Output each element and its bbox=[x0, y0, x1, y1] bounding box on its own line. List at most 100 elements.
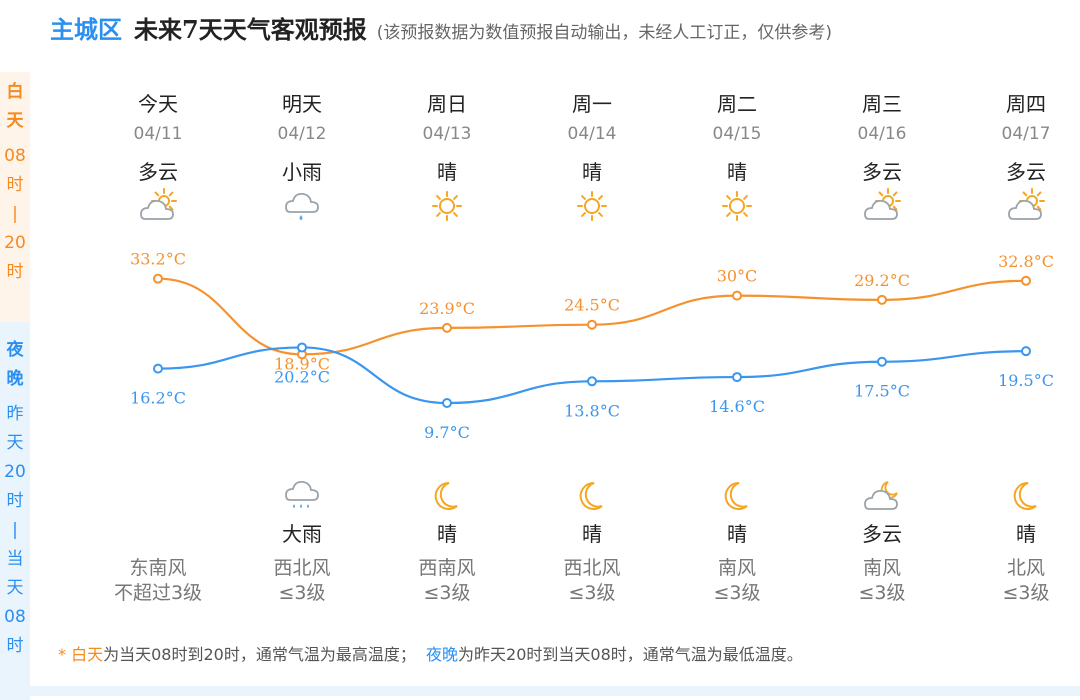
cloudy-night-icon bbox=[812, 478, 952, 514]
day-temperature-label: 18.9°C bbox=[274, 354, 330, 373]
day-name: 周日 bbox=[427, 92, 467, 116]
day-temperature-point[interactable] bbox=[1021, 275, 1031, 286]
partly-cloudy-icon bbox=[956, 188, 1080, 224]
sidebar-range-char: 时 bbox=[6, 491, 24, 511]
wind-level: ≤3级 bbox=[568, 582, 616, 604]
day-weather: 多云 bbox=[1006, 160, 1046, 184]
day-temperature-label: 33.2°C bbox=[130, 250, 186, 269]
sidebar-range-char: 天 bbox=[6, 433, 24, 453]
night-temperature-point[interactable] bbox=[587, 376, 597, 387]
wind-direction: 西北风 bbox=[273, 557, 331, 579]
night-temperature-label: 20.2°C bbox=[274, 367, 330, 386]
footnote-star: * bbox=[58, 645, 72, 664]
day-name: 明天 bbox=[282, 92, 322, 116]
footnote-night-desc: 为昨天20时到当天08时，通常气温为最低温度。 bbox=[458, 645, 803, 664]
day-name: 周一 bbox=[572, 92, 612, 116]
day-weather: 多云 bbox=[138, 160, 178, 184]
forecast-grid: 33.2°C 18.9°C 23.9°C 24.5°C 30°C 29.2°C 32.8°C… bbox=[30, 0, 1080, 696]
night-temperature-label: 14.6°C bbox=[709, 397, 765, 416]
moon-icon bbox=[522, 478, 662, 514]
night-temperature-label: 16.2°C bbox=[130, 389, 186, 408]
sidebar-range-char: 天 bbox=[6, 578, 24, 598]
daytime-sidebar: 白天 08 时 | 20 时 bbox=[0, 72, 30, 326]
sidebar-range-char: 20 bbox=[4, 462, 26, 482]
moon-icon bbox=[377, 478, 517, 514]
day-name: 周三 bbox=[862, 92, 902, 116]
day-temperature-point[interactable] bbox=[442, 322, 452, 333]
night-weather: 晴 bbox=[727, 522, 747, 546]
day-date: 04/15 bbox=[712, 124, 762, 144]
day-temperature-point[interactable] bbox=[153, 273, 163, 284]
day-date: 04/11 bbox=[133, 124, 183, 144]
day-temperature-line bbox=[157, 277, 1027, 356]
heavy-rain-icon bbox=[232, 478, 372, 514]
wind-direction: 东南风 bbox=[129, 557, 187, 579]
day-temperature-label: 30°C bbox=[717, 267, 758, 286]
forecast-disclaimer: (该预报数据为数值预报自动输出，未经人工订正，仅供参考) bbox=[376, 23, 832, 43]
sidebar-range-char: | bbox=[12, 204, 18, 224]
day-name: 周四 bbox=[1006, 92, 1046, 116]
wind-level: ≤3级 bbox=[858, 582, 906, 604]
day-temperature-point[interactable] bbox=[877, 294, 887, 305]
footnote-day-term: 白天 bbox=[71, 645, 104, 664]
night-temperature-point[interactable] bbox=[442, 398, 452, 408]
day-temperature-point[interactable] bbox=[587, 319, 597, 330]
night-temperature-label: 19.5°C bbox=[998, 371, 1054, 390]
temperature-chart: 33.2°C 18.9°C 23.9°C 24.5°C 30°C 29.2°C 32.8°C… bbox=[130, 250, 1054, 442]
footnote-night-term: 夜晚 bbox=[426, 645, 459, 664]
partly-cloudy-icon bbox=[88, 188, 228, 224]
day-temperature-label: 24.5°C bbox=[564, 296, 620, 315]
wind-info: 西北风 ≤3级 bbox=[232, 556, 372, 606]
wind-info: 北风 ≤3级 bbox=[956, 556, 1080, 606]
day-date: 04/13 bbox=[422, 124, 472, 144]
night-weather: 晴 bbox=[1016, 522, 1036, 546]
wind-direction: 西南风 bbox=[418, 557, 476, 579]
day-weather: 晴 bbox=[727, 160, 747, 184]
sidebar-range-char: 当 bbox=[6, 549, 24, 569]
day-temperature-label: 32.8°C bbox=[998, 252, 1054, 271]
day-temperature-label: 23.9°C bbox=[419, 299, 475, 318]
day-temperature-label: 29.2°C bbox=[854, 271, 910, 290]
day-weather: 晴 bbox=[437, 160, 457, 184]
moon-icon bbox=[667, 478, 807, 514]
wind-info: 南风 ≤3级 bbox=[812, 556, 952, 606]
sidebar-range-char: 08 bbox=[4, 146, 26, 166]
wind-direction: 西北风 bbox=[563, 557, 621, 579]
sidebar-label-char: 晚 bbox=[6, 369, 24, 389]
city-name[interactable]: 主城区 bbox=[50, 16, 122, 44]
day-name: 今天 bbox=[138, 92, 178, 116]
night-temperature-point[interactable] bbox=[1021, 346, 1031, 357]
wind-level: ≤3级 bbox=[423, 582, 471, 604]
night-weather: 大雨 bbox=[282, 522, 322, 546]
sidebar-range-char: 时 bbox=[6, 636, 24, 656]
day-date: 04/12 bbox=[277, 124, 327, 144]
moon-icon bbox=[956, 478, 1080, 514]
night-temperature-point[interactable] bbox=[297, 342, 307, 353]
sidebar-range-char: 时 bbox=[6, 175, 24, 195]
sidebar-range-char: 20 bbox=[4, 233, 26, 253]
partly-cloudy-icon bbox=[812, 188, 952, 224]
night-weather: 晴 bbox=[582, 522, 602, 546]
wind-direction: 北风 bbox=[1006, 557, 1045, 579]
night-temperature-point[interactable] bbox=[877, 356, 887, 367]
night-sidebar: 夜晚昨天 20 时 | 当天 08 时 bbox=[0, 322, 30, 700]
wind-info: 西南风 ≤3级 bbox=[377, 556, 517, 606]
night-weather: 晴 bbox=[437, 522, 457, 546]
night-temperature-label: 9.7°C bbox=[424, 423, 470, 442]
sidebar-range-char: 08 bbox=[4, 607, 26, 627]
wind-level: ≤3级 bbox=[278, 582, 326, 604]
footnote-day-desc: 为当天08时到20时，通常气温为最高温度； bbox=[103, 645, 416, 664]
day-date: 04/17 bbox=[1001, 124, 1051, 144]
wind-level: 不超过3级 bbox=[113, 582, 203, 604]
wind-level: ≤3级 bbox=[713, 582, 761, 604]
night-temperature-point[interactable] bbox=[153, 363, 163, 374]
night-temperature-point[interactable] bbox=[732, 372, 742, 383]
night-weather: 多云 bbox=[862, 522, 902, 546]
sun-icon bbox=[377, 188, 517, 224]
sidebar-range-char: | bbox=[12, 520, 18, 540]
sidebar-label-char: 白 bbox=[6, 82, 24, 102]
sidebar-label-char: 天 bbox=[6, 111, 24, 131]
day-weather: 晴 bbox=[582, 160, 602, 184]
day-name: 周二 bbox=[717, 92, 757, 116]
day-temperature-point[interactable] bbox=[732, 290, 742, 301]
